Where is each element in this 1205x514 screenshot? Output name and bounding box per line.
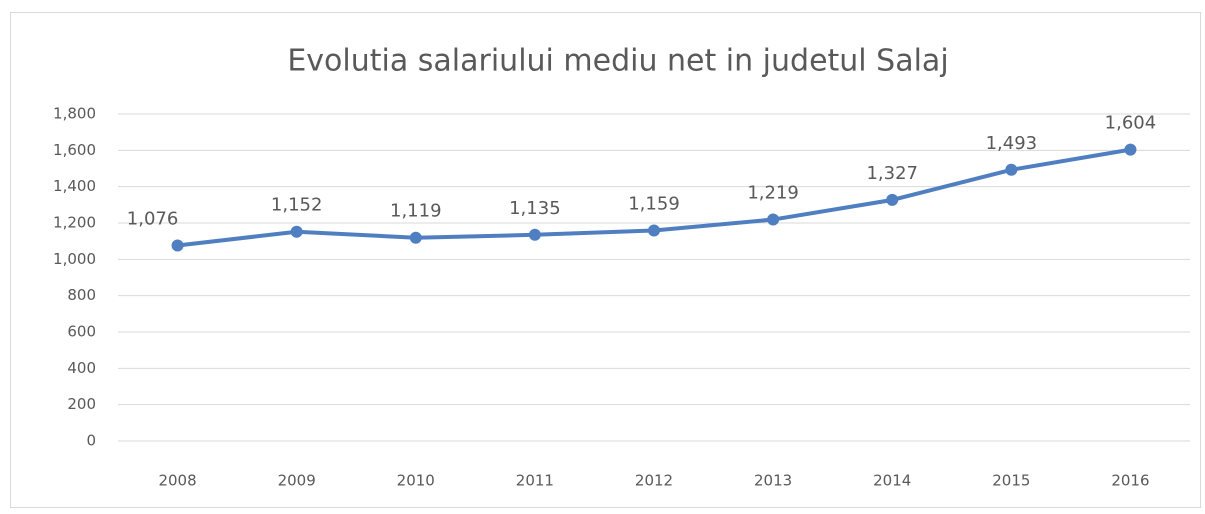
data-label: 1,219 xyxy=(747,183,799,204)
y-tick-label: 800 xyxy=(67,286,96,304)
x-tick-label: 2016 xyxy=(1111,472,1149,490)
x-tick-label: 2014 xyxy=(873,472,911,490)
y-tick-label: 600 xyxy=(67,323,96,341)
y-tick-label: 400 xyxy=(67,359,96,377)
data-label: 1,159 xyxy=(628,193,680,214)
marker xyxy=(171,239,184,252)
data-label: 1,152 xyxy=(271,195,323,216)
y-tick-label: 1,600 xyxy=(53,141,96,159)
marker xyxy=(528,228,541,241)
chart-border xyxy=(10,12,1201,508)
marker xyxy=(648,224,660,237)
chart-title: Evolutia salariului mediu net in judetul… xyxy=(287,44,948,79)
x-tick-label: 2008 xyxy=(158,472,196,490)
marker xyxy=(767,213,780,226)
data-label: 1,604 xyxy=(1105,113,1157,134)
y-tick-label: 1,000 xyxy=(53,250,96,268)
y-tick-label: 0 xyxy=(86,432,96,450)
x-tick-label: 2012 xyxy=(635,472,673,490)
y-tick-label: 1,800 xyxy=(53,105,96,123)
data-label: 1,119 xyxy=(390,201,442,222)
x-tick-label: 2010 xyxy=(397,472,435,490)
data-label: 1,076 xyxy=(127,209,179,230)
y-tick-label: 1,400 xyxy=(53,177,96,195)
data-label: 1,493 xyxy=(986,133,1038,154)
data-label: 1,135 xyxy=(509,198,561,219)
marker xyxy=(1124,143,1137,156)
x-tick-label: 2011 xyxy=(516,472,554,490)
x-tick-label: 2015 xyxy=(992,472,1030,490)
marker xyxy=(409,231,422,244)
marker xyxy=(1005,163,1018,176)
marker xyxy=(886,193,899,206)
y-tick-label: 1,200 xyxy=(53,214,96,232)
data-label: 1,327 xyxy=(866,163,918,184)
x-tick-label: 2013 xyxy=(754,472,792,490)
marker xyxy=(290,225,303,238)
y-tick-label: 200 xyxy=(67,395,96,413)
x-tick-label: 2009 xyxy=(278,472,316,490)
